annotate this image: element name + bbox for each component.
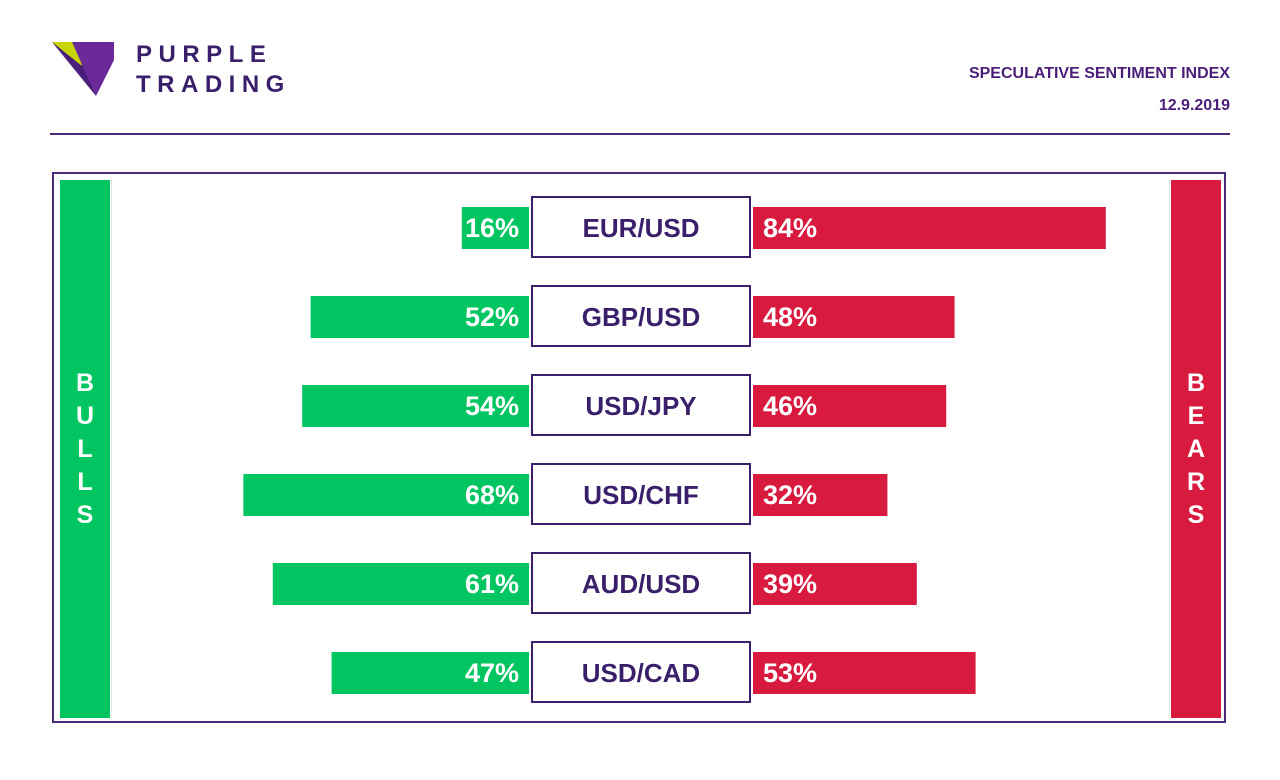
bulls-side-edge [111,180,112,718]
brand-name-line2: TRADING [136,71,291,98]
pair-label: GBP/USD [582,302,700,332]
bulls-value-label: 16% [465,213,519,243]
bulls-letter: L [77,467,93,496]
bulls-bar [331,652,529,694]
pair-label: AUD/USD [582,569,700,599]
bulls-bar [272,563,529,605]
bears-bar [753,474,888,516]
bears-letter: E [1187,401,1205,430]
bears-letter: B [1186,368,1206,397]
pair-box [531,285,751,347]
pair-label: USD/CAD [582,658,700,688]
pair-label: USD/JPY [585,391,696,421]
header-info: SPECULATIVE SENTIMENT INDEX 12.9.2019 [969,58,1230,122]
bulls-letter: L [77,434,93,463]
brand-name-line1: PURPLE [136,41,273,68]
bears-bar [753,385,947,427]
bears-value-label: 32% [763,480,817,510]
bulls-value-label: 68% [465,480,519,510]
header-divider [50,133,1230,135]
bulls-bar [302,385,529,427]
pair-label: USD/CHF [583,480,699,510]
chart-frame [52,172,1226,723]
bears-value-label: 39% [763,569,817,599]
pair-box [531,552,751,614]
pair-label: EUR/USD [582,213,699,243]
bears-value-label: 84% [763,213,817,243]
bulls-value-label: 52% [465,302,519,332]
bulls-bar [461,207,529,249]
logo-mark-icon [52,42,114,96]
bulls-value-label: 54% [465,391,519,421]
bears-bar [753,652,976,694]
bears-value-label: 46% [763,391,817,421]
bears-letter: S [1187,500,1205,529]
bears-letter: A [1186,434,1206,463]
bears-side-edge [1169,180,1170,718]
bulls-letter: U [75,401,95,430]
bulls-value-label: 47% [465,658,519,688]
report-date: 12.9.2019 [1158,97,1230,114]
bears-bar [753,563,917,605]
pair-box [531,641,751,703]
bears-letter: R [1186,467,1206,496]
bulls-value-label: 61% [465,569,519,599]
bulls-bar [243,474,529,516]
bears-bar [753,296,955,338]
bulls-letter: S [76,500,94,529]
bulls-bar [310,296,529,338]
bears-value-label: 48% [763,302,817,332]
purple-trading-logo: PURPLE TRADING [52,40,312,100]
page-title: SPECULATIVE SENTIMENT INDEX [968,65,1230,82]
brand-name: PURPLE TRADING [136,40,291,100]
bears-bar [753,207,1106,249]
pair-box [531,196,751,258]
bears-value-label: 53% [763,658,817,688]
pair-box [531,463,751,525]
pair-box [531,374,751,436]
bulls-letter: B [75,368,95,397]
